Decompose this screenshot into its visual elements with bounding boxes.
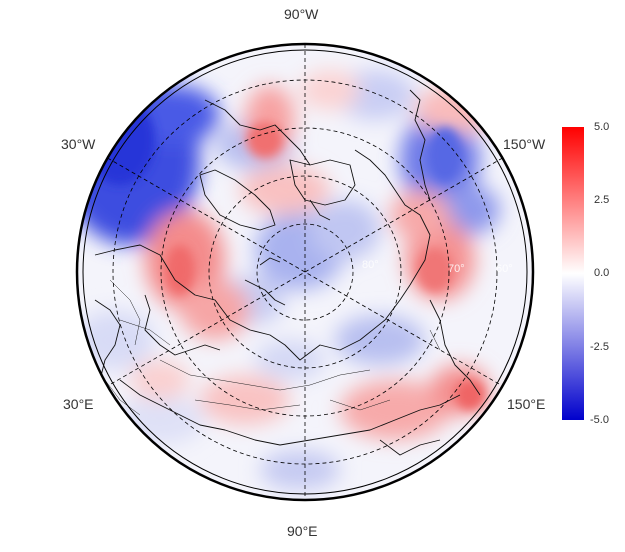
colorbar-tick-2.5: 2.5 (594, 194, 610, 206)
map-border (75, 42, 535, 502)
lat-label-80: 80° (362, 259, 379, 271)
colorbar-tick-5: 5.0 (594, 121, 610, 133)
map-border-inner (82, 49, 528, 495)
latitude-ring-labels: 80° 70° 60° (362, 259, 513, 275)
lon-label-90w: 90°W (284, 6, 319, 22)
colorbar-tick-0: 0.0 (594, 267, 610, 279)
lon-label-30e: 30°E (63, 396, 94, 412)
lon-label-150e: 150°E (507, 396, 546, 412)
coastlines (94, 89, 481, 456)
lon-label-150w: 150°W (503, 136, 546, 152)
colorbar (562, 127, 584, 420)
colorbar-tick-neg-2.5: -2.5 (590, 341, 609, 353)
lon-label-30w: 30°W (61, 136, 96, 152)
graticule (107, 44, 503, 500)
lat-label-70: 70° (448, 263, 465, 275)
colorbar-tick-neg-5: -5.0 (590, 414, 609, 426)
lon-label-90e: 90°E (287, 523, 318, 539)
lat-label-60: 60° (496, 263, 513, 275)
country-borders (104, 279, 441, 416)
